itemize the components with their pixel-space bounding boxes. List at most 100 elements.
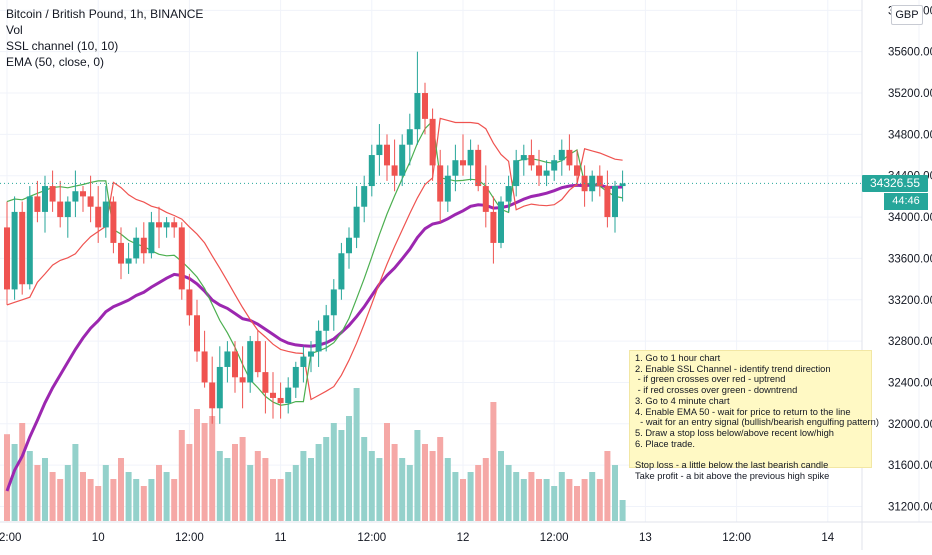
candle-body (460, 160, 466, 166)
price-tick-label: 31200.00 (888, 501, 932, 513)
time-tick-label: 12:00 (175, 532, 204, 544)
candle-body (19, 211, 26, 285)
note-line: - if green crosses over red - uptrend (635, 374, 786, 385)
candle-body (551, 160, 558, 171)
volume-bar (49, 472, 56, 521)
candle-body (42, 186, 48, 212)
candle-body (140, 237, 147, 254)
volume-bar (452, 472, 459, 521)
volume-bar (338, 430, 345, 521)
volume-bar (247, 465, 254, 521)
volume-bar (596, 479, 603, 521)
candle-body (475, 149, 482, 187)
ssl-indicator-label[interactable]: SSL channel (10, 10) (6, 39, 119, 53)
candle-body (308, 351, 314, 357)
candle-body (49, 186, 56, 202)
volume-bar (277, 479, 284, 521)
candle-body (543, 170, 550, 176)
volume-bar (42, 458, 48, 521)
candle-body (80, 191, 86, 197)
time-tick-label: 14 (821, 532, 834, 544)
volume-bar (125, 472, 132, 521)
candle-body (482, 186, 489, 212)
candle-body (444, 175, 451, 202)
volume-bar (422, 444, 428, 521)
volume-bar (300, 451, 307, 521)
volume-bar (475, 465, 482, 521)
candle-body (102, 201, 109, 228)
candle-body (285, 387, 292, 404)
candle-body (110, 201, 117, 243)
time-tick-label: 12:00 (540, 532, 569, 544)
candle-body (376, 144, 383, 156)
volume-bar (536, 479, 542, 521)
volume-bar (209, 416, 216, 521)
candle-body (270, 392, 276, 398)
volume-bar (308, 458, 314, 521)
note-line: - wait for an entry signal (bullish/bear… (635, 417, 879, 428)
volume-bar (171, 479, 178, 521)
chart-legend: Bitcoin / British Pound, 1h, BINANCE Vol… (6, 6, 203, 70)
time-tick-label: 12:00 (722, 532, 751, 544)
volume-bar (414, 430, 421, 521)
candle-body (4, 227, 10, 290)
volume-bar (64, 465, 71, 521)
volume-bar (460, 479, 466, 521)
volume-bar (361, 437, 368, 521)
candle-body (239, 377, 246, 383)
volume-bar (543, 479, 550, 521)
volume-bar (551, 486, 558, 521)
volume-bar (186, 444, 193, 521)
strategy-note[interactable]: 1. Go to 1 hour chart 2. Enable SSL Chan… (629, 350, 879, 481)
candle-body (619, 183, 626, 187)
candle-body (429, 118, 436, 166)
volume-bar (19, 423, 26, 521)
candle-body (163, 222, 170, 228)
volume-bar (140, 486, 147, 521)
volume-bar (490, 402, 497, 521)
volume-bar (148, 479, 155, 521)
candle-body (558, 149, 565, 161)
volume-bar (330, 423, 337, 521)
candle-body (171, 222, 178, 228)
volume-bar (391, 444, 398, 521)
volume-bar (95, 486, 102, 521)
volume-bar (589, 472, 596, 521)
candle-body (64, 201, 71, 218)
price-tick-label: 33600.00 (888, 253, 932, 265)
time-tick-label: 13 (639, 532, 652, 544)
price-tick-label: 32400.00 (888, 377, 932, 389)
ema-indicator-label[interactable]: EMA (50, close, 0) (6, 55, 105, 69)
volume-bar (292, 465, 299, 521)
volume-bar (178, 430, 185, 521)
candle-body (414, 93, 421, 130)
currency-button[interactable]: GBP (891, 5, 923, 25)
symbol-title[interactable]: Bitcoin / British Pound, 1h, BINANCE (6, 7, 204, 21)
volume-bar (80, 472, 86, 521)
candle-body (596, 175, 603, 187)
volume-bar (254, 451, 261, 521)
candle-body (57, 201, 64, 218)
volume-bar (57, 479, 64, 521)
candle-body (391, 165, 398, 176)
volume-bar (528, 472, 535, 521)
candle-body (148, 222, 155, 254)
candle-body (612, 186, 618, 218)
candle-body (87, 196, 94, 207)
volume-bar (118, 458, 124, 521)
candle-body (513, 160, 520, 187)
volume-bar (437, 437, 444, 521)
volume-bar (444, 458, 451, 521)
volume-bar (513, 472, 520, 521)
candle-body (277, 397, 284, 404)
ema-line (5, 183, 623, 492)
candle-body (95, 206, 102, 228)
candle-body (72, 191, 79, 202)
candle-body (520, 155, 527, 161)
candle-body (353, 206, 360, 238)
candle-body (186, 289, 193, 316)
candle-body (201, 351, 208, 383)
volume-bar (429, 451, 436, 521)
volume-indicator-label[interactable]: Vol (6, 23, 23, 37)
candle-body (133, 237, 140, 259)
